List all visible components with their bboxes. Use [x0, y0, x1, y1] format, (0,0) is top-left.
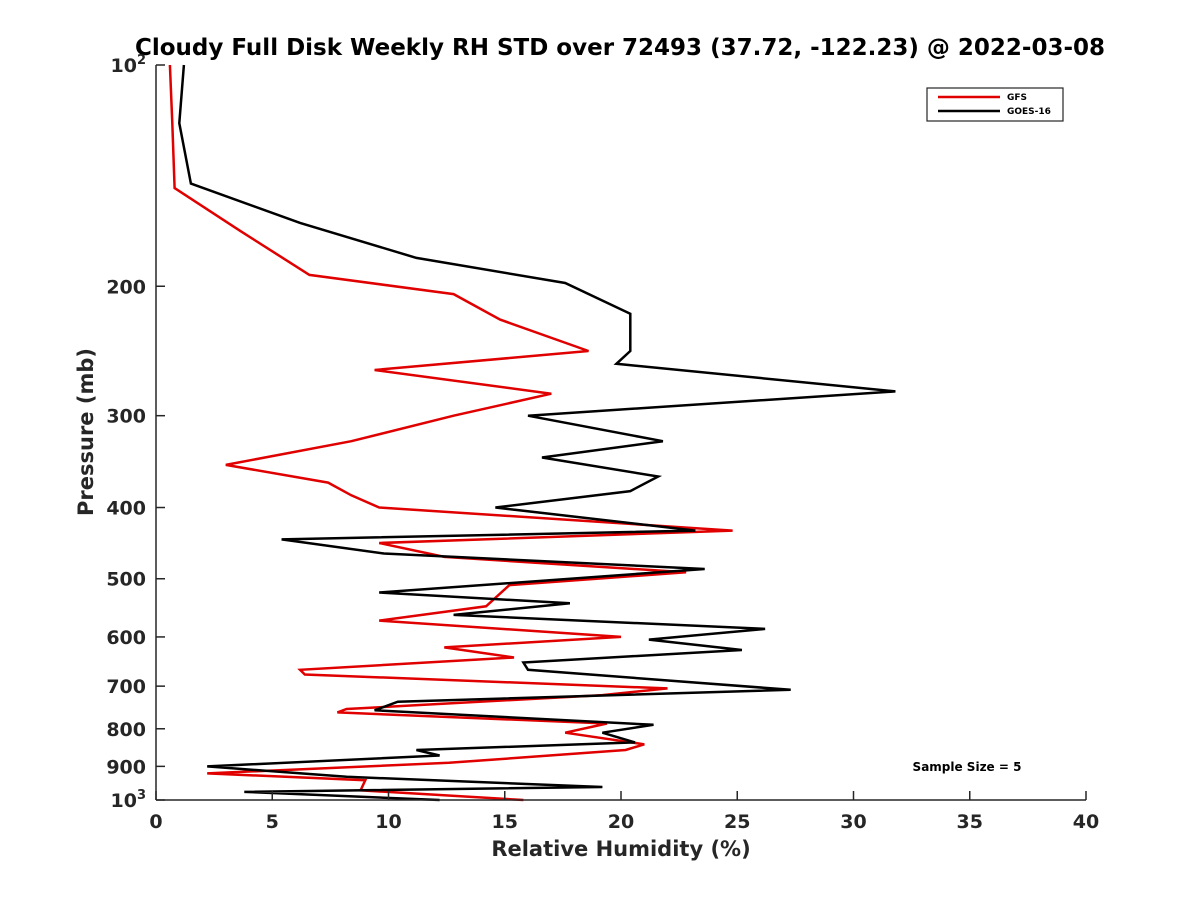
y-tick-label: 700 — [106, 676, 146, 698]
y-axis-label: Pressure (mb) — [74, 348, 98, 516]
x-tick-label: 5 — [266, 811, 279, 833]
y-tick-label: 800 — [106, 719, 146, 741]
plot-area: 0 5 10 15 20 25 30 35 40 102 200 300 400 500 600 700 80… — [106, 53, 1099, 833]
series-layer — [168, 64, 896, 802]
x-tick-label: 40 — [1073, 811, 1099, 833]
legend: GFS GOES-16 — [926, 87, 1064, 122]
y-ticks: 102 200 300 400 500 600 700 800 900 103 — [106, 53, 165, 812]
legend-label-goes16: GOES-16 — [1007, 107, 1051, 117]
series-line-goes16 — [178, 64, 896, 802]
x-tick-label: 0 — [149, 811, 162, 833]
y-tick-label: 600 — [106, 627, 146, 649]
y-tick-label: 400 — [106, 498, 146, 520]
legend-box — [926, 87, 1064, 122]
series-line-gfs — [168, 64, 733, 802]
y-tick-label: 300 — [106, 406, 146, 428]
legend-label-gfs: GFS — [1007, 93, 1027, 103]
x-tick-label: 15 — [492, 811, 518, 833]
y-tick-label: 500 — [106, 569, 146, 591]
chart-title: Cloudy Full Disk Weekly RH STD over 7249… — [135, 35, 1105, 61]
y-tick-label: 102 — [111, 53, 147, 77]
x-ticks: 0 5 10 15 20 25 30 35 40 — [149, 791, 1099, 833]
y-tick-label: 103 — [111, 788, 147, 812]
y-tick-label: 200 — [106, 276, 146, 298]
sample-size-annotation: Sample Size = 5 — [913, 760, 1022, 774]
x-tick-label: 30 — [840, 811, 866, 833]
x-axis-label: Relative Humidity (%) — [491, 837, 750, 861]
x-tick-label: 10 — [375, 811, 401, 833]
x-tick-label: 35 — [957, 811, 983, 833]
x-tick-label: 25 — [724, 811, 750, 833]
y-tick-label: 900 — [106, 756, 146, 778]
x-tick-label: 20 — [608, 811, 634, 833]
